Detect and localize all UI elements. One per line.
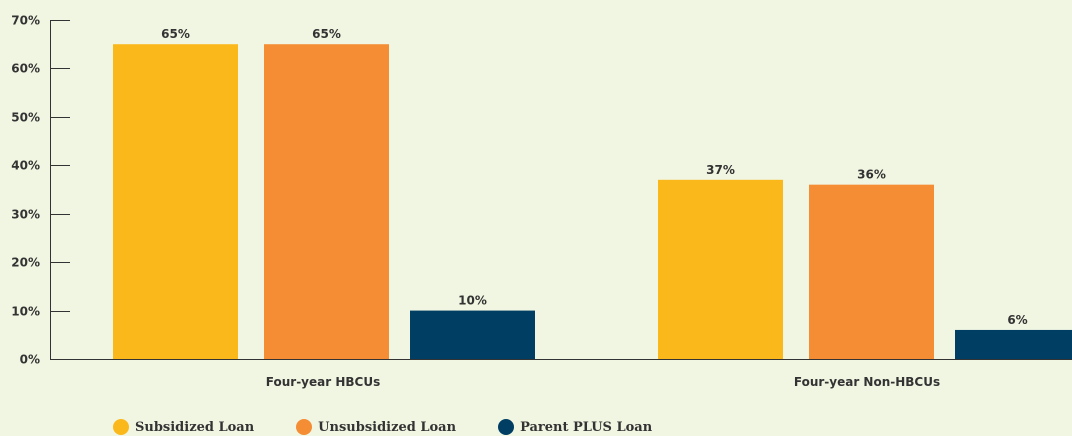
legend-swatch-unsubsidized: [296, 419, 313, 435]
bar: [410, 310, 535, 359]
category-label: Four-year Non-HBCUs: [794, 375, 940, 389]
legend-label: Parent PLUS Loan: [520, 419, 653, 435]
data-label: 10%: [458, 294, 487, 308]
bar: [809, 184, 934, 359]
y-tick-label: 40%: [11, 159, 40, 173]
y-tick-label: 20%: [11, 256, 40, 270]
legend-label: Subsidized Loan: [135, 419, 255, 435]
data-label: 36%: [857, 168, 886, 182]
legend-swatch-parent-plus: [498, 419, 515, 435]
legend-item-unsubsidized: Unsubsidized Loan: [296, 419, 456, 435]
legend: Subsidized Loan Unsubsidized Loan Parent…: [113, 418, 694, 436]
legend-swatch-subsidized: [113, 419, 129, 435]
y-tick-label: 70%: [11, 14, 40, 28]
y-tick-label: 10%: [11, 305, 40, 319]
data-label: 6%: [1007, 313, 1027, 327]
legend-item-parent-plus: Parent PLUS Loan: [498, 419, 652, 435]
data-label: 65%: [161, 27, 190, 41]
bar-chart-svg: 0% 10% 20% 30% 40% 50% 60% 70% 65% 65% 10% 37% 36% 6%…: [11, 14, 1072, 389]
category-label: Four-year HBCUs: [266, 375, 380, 389]
data-label: 65%: [312, 27, 341, 41]
y-tick-label: 60%: [11, 62, 40, 76]
y-tick-label: 30%: [11, 208, 40, 222]
y-tick-label: 0%: [20, 353, 40, 367]
bar: [955, 329, 1072, 359]
bar: [658, 179, 783, 359]
data-label: 37%: [706, 163, 735, 177]
y-tick-label: 50%: [11, 111, 40, 125]
bar: [264, 44, 389, 359]
bar: [113, 44, 238, 359]
legend-item-subsidized: Subsidized Loan: [113, 419, 254, 435]
legend-label: Unsubsidized Loan: [318, 419, 457, 435]
